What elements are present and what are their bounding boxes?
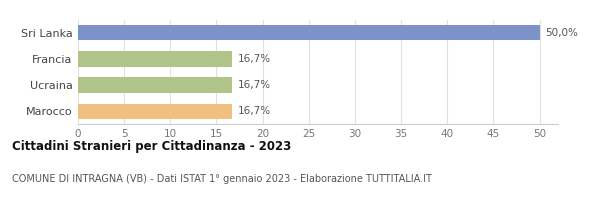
Text: 16,7%: 16,7% <box>238 106 271 116</box>
Bar <box>78 25 539 40</box>
Bar <box>78 51 232 67</box>
Text: 50,0%: 50,0% <box>545 28 578 38</box>
Bar <box>78 104 232 119</box>
Text: 16,7%: 16,7% <box>238 54 271 64</box>
Text: COMUNE DI INTRAGNA (VB) - Dati ISTAT 1° gennaio 2023 - Elaborazione TUTTITALIA.I: COMUNE DI INTRAGNA (VB) - Dati ISTAT 1° … <box>12 174 432 184</box>
Bar <box>78 77 232 93</box>
Text: 16,7%: 16,7% <box>238 80 271 90</box>
Text: Cittadini Stranieri per Cittadinanza - 2023: Cittadini Stranieri per Cittadinanza - 2… <box>12 140 291 153</box>
